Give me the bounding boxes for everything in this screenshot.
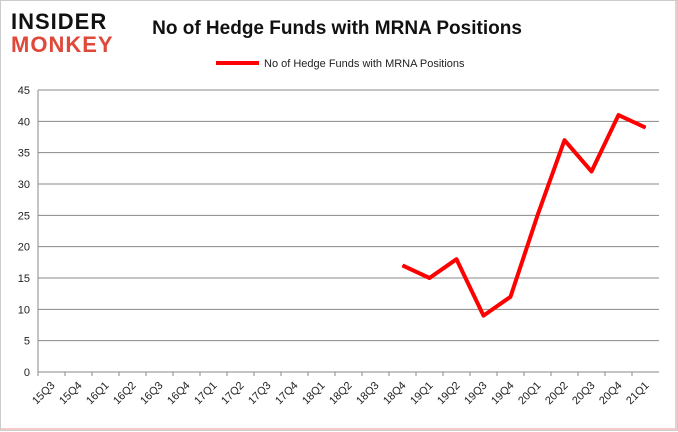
chart-title: No of Hedge Funds with MRNA Positions — [152, 18, 522, 39]
x-tick-label: 17Q1 — [192, 380, 220, 408]
x-tick-label: 19Q3 — [462, 380, 490, 408]
data-point — [429, 277, 430, 279]
x-tick-label: 19Q4 — [489, 380, 517, 408]
data-point — [618, 114, 619, 116]
y-tick-label: 45 — [18, 85, 30, 97]
x-tick-label: 16Q1 — [84, 380, 112, 408]
legend-label: No of Hedge Funds with MRNA Positions — [264, 58, 465, 70]
x-tick-label: 17Q3 — [246, 380, 274, 408]
x-tick-label: 16Q3 — [138, 380, 166, 408]
x-tick-label: 18Q3 — [354, 380, 382, 408]
logo: INSIDER MONKEY — [11, 9, 114, 57]
x-tick-label: 21Q1 — [624, 380, 652, 408]
x-tick-label: 18Q2 — [327, 380, 355, 408]
y-tick-label: 0 — [24, 367, 30, 379]
x-tick-label: 20Q2 — [543, 380, 571, 408]
legend: No of Hedge Funds with MRNA Positions — [216, 58, 465, 70]
y-tick-label: 30 — [18, 179, 30, 191]
y-tick-label: 15 — [18, 273, 30, 285]
series-line — [401, 113, 647, 318]
x-tick-label: 15Q3 — [30, 380, 58, 408]
x-tick-label: 19Q1 — [408, 380, 436, 408]
x-tick-label: 19Q2 — [435, 380, 463, 408]
y-tick-label: 10 — [18, 304, 30, 316]
x-tick-label: 20Q4 — [597, 380, 625, 408]
y-tick-label: 40 — [18, 116, 30, 128]
x-tick-label: 15Q4 — [57, 380, 85, 408]
y-tick-label: 5 — [24, 336, 30, 348]
x-tick-label: 16Q4 — [165, 380, 193, 408]
data-point — [483, 315, 484, 317]
x-tick-label: 20Q1 — [516, 380, 544, 408]
x-tick-label: 18Q1 — [300, 380, 328, 408]
x-tick-label: 16Q2 — [111, 380, 139, 408]
y-tick-label: 20 — [18, 242, 30, 254]
data-point — [591, 170, 592, 172]
x-tick-label: 17Q2 — [219, 380, 247, 408]
data-point — [402, 264, 403, 266]
data-point — [537, 214, 538, 216]
y-tick-label: 25 — [18, 210, 30, 222]
x-tick-label: 18Q4 — [381, 380, 409, 408]
x-tick-label: 20Q3 — [570, 380, 598, 408]
y-tick-label: 35 — [18, 148, 30, 160]
logo-line1: INSIDER — [11, 9, 107, 34]
data-point — [645, 127, 646, 129]
data-point — [564, 139, 565, 141]
data-point — [510, 296, 511, 298]
data-point — [456, 258, 457, 260]
x-tick-label: 17Q4 — [273, 380, 301, 408]
logo-line2: MONKEY — [11, 32, 114, 57]
